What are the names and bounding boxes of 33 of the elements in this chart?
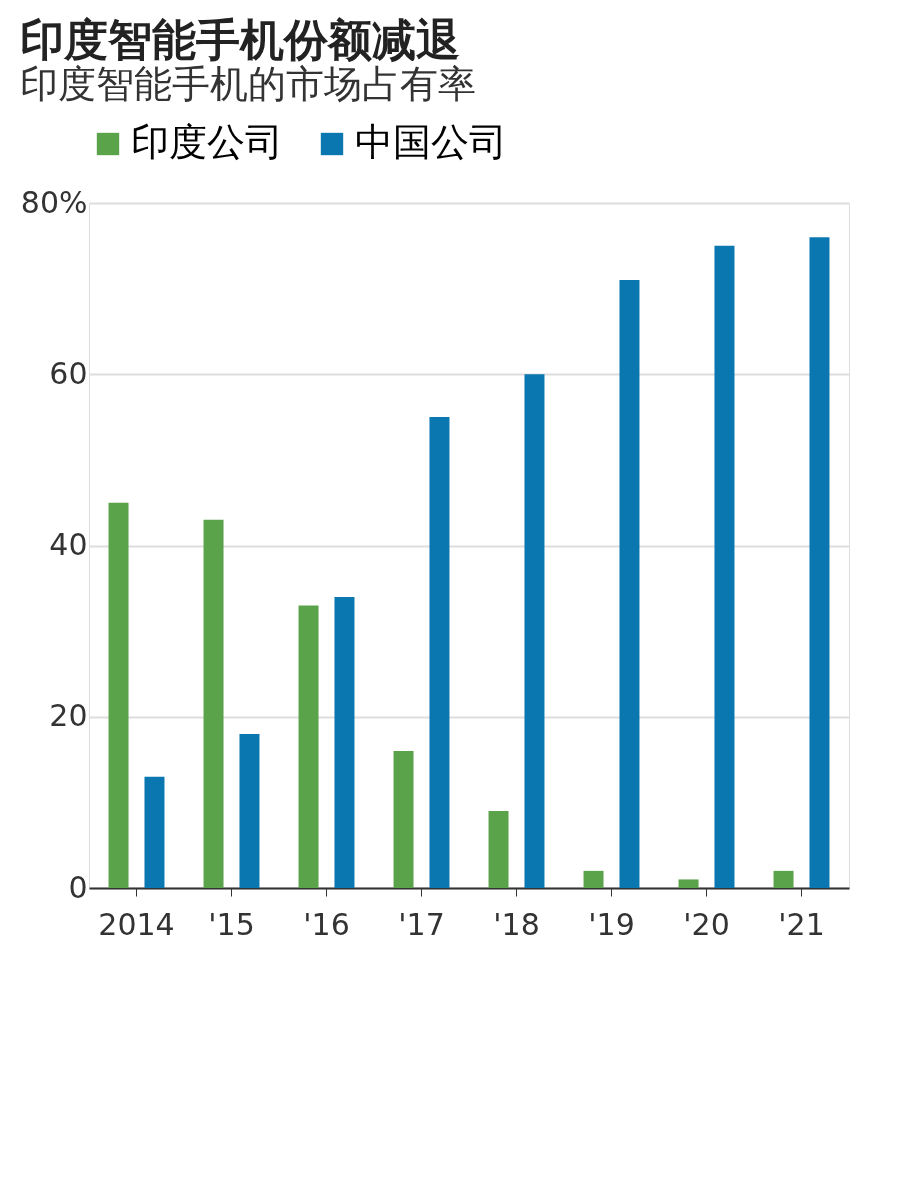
legend-label: 中国公司 <box>355 120 507 164</box>
y-tick-label: 60 <box>49 355 88 391</box>
bar <box>334 596 355 888</box>
chart-title: 印度智能手机份额减退 <box>20 14 461 65</box>
bar <box>524 374 545 888</box>
bar <box>203 519 224 888</box>
bar <box>393 751 414 888</box>
bar <box>144 776 165 888</box>
bar <box>488 810 509 888</box>
bar <box>108 502 129 888</box>
bar <box>714 245 735 888</box>
y-tick-label: 80% <box>20 184 88 220</box>
x-tick-label: '18 <box>493 906 540 942</box>
bar <box>583 870 604 888</box>
chart-subtitle: 印度智能手机的市场占有率 <box>20 62 477 106</box>
bar <box>239 733 260 888</box>
x-tick-label: '20 <box>683 906 730 942</box>
y-tick-label: 0 <box>68 869 88 905</box>
bar <box>678 879 699 888</box>
y-tick-label: 40 <box>49 527 88 562</box>
bar <box>809 237 830 888</box>
x-tick-label: '17 <box>398 906 445 942</box>
bar <box>429 417 450 888</box>
x-tick-label: '15 <box>208 906 255 942</box>
x-tick-label: 2014 <box>98 906 175 942</box>
legend-label: 印度公司 <box>131 120 283 164</box>
x-tick-label: '21 <box>778 906 825 942</box>
bar <box>298 605 319 888</box>
x-tick-label: '16 <box>303 906 350 942</box>
x-tick-label: '19 <box>588 906 635 942</box>
bar <box>619 280 640 888</box>
bar <box>773 870 794 888</box>
y-tick-label: 20 <box>49 698 88 734</box>
